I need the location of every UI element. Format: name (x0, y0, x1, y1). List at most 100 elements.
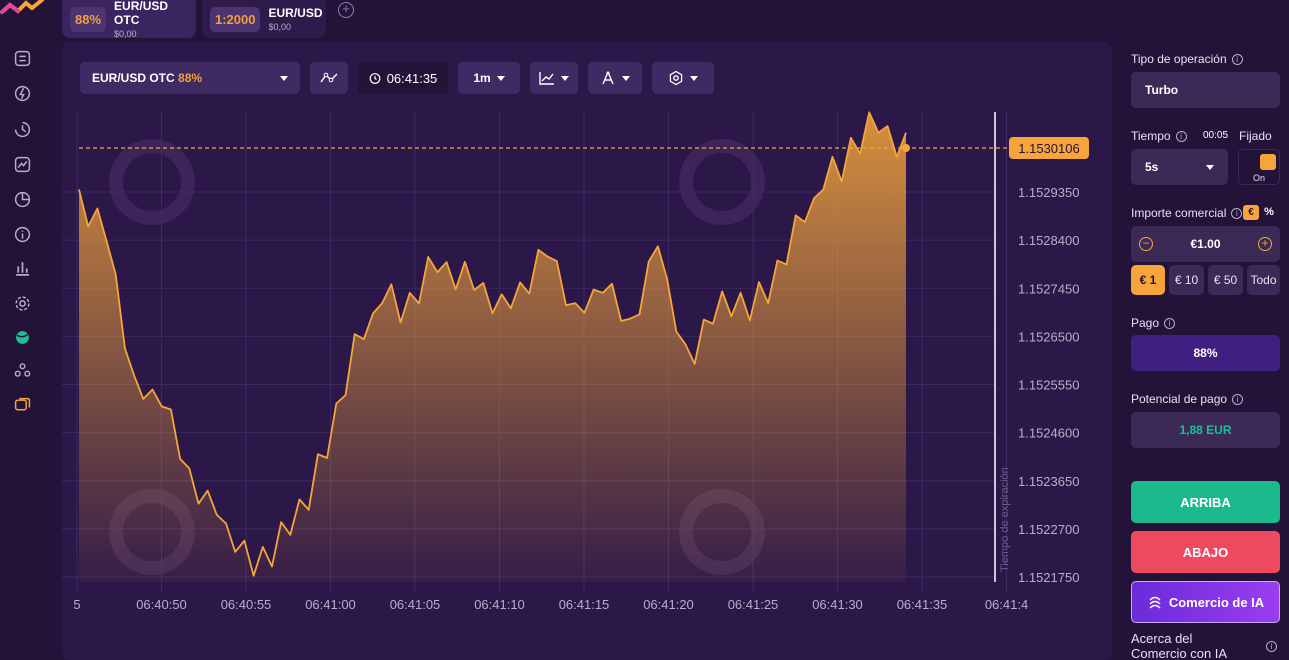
chart-panel: 1.1530106 Tiempo de expiración 1.1529350… (62, 42, 1112, 660)
potential-value: 1,88 EUR (1179, 423, 1232, 437)
potential-value-box: 1,88 EUR (1131, 412, 1280, 448)
tab-leverage-badge: 1:2000 (210, 6, 261, 32)
indicators-button[interactable] (310, 62, 348, 94)
operation-type-select[interactable]: Turbo (1131, 72, 1280, 108)
x-tick-label: 06:41:25 (728, 597, 779, 612)
plus-icon[interactable]: + (1258, 237, 1272, 251)
tab-eur-usd[interactable]: 1:2000 EUR/USD $0,00 (202, 0, 326, 38)
gear-icon (669, 70, 683, 86)
add-tab-button[interactable]: + (338, 2, 354, 18)
globe-icon[interactable] (12, 327, 32, 347)
price-chart[interactable]: 1.1530106 Tiempo de expiración 1.1529350… (62, 42, 1112, 660)
operation-type-value: Turbo (1145, 83, 1179, 97)
pie-chart-icon[interactable] (12, 189, 32, 209)
payout-value: 88% (1193, 346, 1218, 360)
info-icon[interactable]: i (1231, 207, 1243, 219)
chevron-down-icon (690, 75, 698, 81)
trade-panel: Tipo de operación i Turbo Tiempo i 00:05… (1121, 0, 1289, 660)
info-icon[interactable]: i (1164, 317, 1176, 329)
amount-option-10[interactable]: € 10 (1169, 265, 1204, 295)
history-icon[interactable] (12, 119, 32, 139)
ai-about-link[interactable]: Acerca del Comercio con IA (1131, 631, 1228, 660)
server-time-value: 06:41:35 (386, 70, 438, 86)
currency-mode-button[interactable]: € (1243, 205, 1259, 220)
analytics-icon[interactable] (12, 154, 32, 174)
payout-value-box: 88% (1131, 335, 1280, 371)
logo-icon (0, 0, 44, 14)
current-price-label: 1.1530106 (1018, 141, 1079, 156)
chevron-down-icon (561, 75, 569, 81)
operation-type-label: Tipo de operación (1131, 52, 1227, 66)
line-chart-icon (539, 72, 554, 85)
tab-asset-name: EUR/USD (268, 6, 323, 20)
y-tick-label: 1.1524600 (1018, 426, 1079, 441)
community-icon[interactable] (12, 360, 32, 380)
amount-option-1[interactable]: € 1 (1131, 265, 1165, 295)
watermark-logo (109, 139, 195, 225)
x-tick-label: 5 (73, 597, 80, 612)
chevron-down-icon (1206, 164, 1214, 170)
dashboard-icon[interactable] (12, 48, 32, 68)
chat-icon[interactable] (12, 395, 32, 415)
timeframe-value: 1m (473, 71, 491, 85)
payout-label: Pago (1131, 316, 1160, 330)
asset-name: EUR/USD OTC (92, 71, 175, 85)
y-tick-label: 1.1523650 (1018, 474, 1079, 489)
current-price-dot (902, 144, 910, 152)
drawing-tools-selector[interactable] (588, 62, 642, 94)
asset-payout: 88% (178, 71, 203, 85)
up-button[interactable]: ARRIBA (1131, 481, 1280, 523)
asset-selector[interactable]: EUR/USD OTC 88% (80, 62, 300, 94)
info-icon[interactable]: i (1232, 393, 1244, 405)
tab-eur-usd-otc[interactable]: 88% EUR/USD OTC $0,00 (62, 0, 196, 39)
info-icon[interactable] (12, 224, 32, 244)
time-select[interactable]: 5s (1131, 149, 1228, 185)
operation-type-label-row: Tipo de operación i (1131, 52, 1243, 66)
x-tick-label: 06:41:00 (305, 597, 356, 612)
x-tick-label: 06:41:35 (897, 597, 948, 612)
timer-icon (369, 73, 381, 84)
lightning-icon[interactable] (12, 83, 32, 103)
chart-type-selector[interactable] (530, 62, 578, 94)
ai-trade-button[interactable]: Comercio de IA (1131, 581, 1280, 623)
bar-chart-icon[interactable] (12, 258, 32, 278)
x-tick-label: 06:41:15 (559, 597, 610, 612)
time-countdown: 00:05 (1203, 130, 1229, 141)
x-tick-label: 06:40:55 (221, 597, 272, 612)
tab-asset-amount: $0,00 (114, 29, 137, 39)
settings-icon[interactable] (12, 293, 32, 313)
x-tick-label: 06:41:10 (474, 597, 525, 612)
chevron-down-icon (622, 75, 630, 81)
y-tick-label: 1.1521750 (1018, 570, 1079, 585)
expiry-label: Tiempo de expiración (999, 467, 1011, 572)
price-line (78, 111, 907, 577)
tab-payout-badge: 88% (70, 6, 107, 32)
percent-mode-button[interactable]: % (1264, 206, 1274, 218)
potential-label: Potencial de pago (1131, 392, 1228, 406)
fixed-label: Fijado (1239, 129, 1272, 143)
x-tick-label: 06:41:20 (643, 597, 694, 612)
info-icon[interactable]: i (1266, 641, 1277, 652)
x-tick-label: 06:41:30 (812, 597, 863, 612)
ai-icon (1149, 596, 1161, 609)
chart-toolbar: EUR/USD OTC 88% 06:41:35 1m (80, 62, 714, 94)
info-icon[interactable]: i (1175, 130, 1187, 142)
toggle-knob (1260, 154, 1276, 170)
down-button[interactable]: ABAJO (1131, 531, 1280, 573)
amount-value: €1.00 (1190, 237, 1221, 251)
minus-icon[interactable]: − (1139, 237, 1153, 251)
server-time: 06:41:35 (358, 62, 448, 94)
toggle-state: On (1253, 173, 1266, 183)
tab-asset-amount: $0,00 (268, 22, 292, 32)
x-tick-label: 06:41:05 (390, 597, 441, 612)
fixed-time-toggle[interactable]: On (1238, 149, 1280, 185)
chart-settings-selector[interactable] (652, 62, 714, 94)
amount-option-50[interactable]: € 50 (1208, 265, 1243, 295)
time-label: Tiempo (1131, 129, 1171, 143)
time-value: 5s (1145, 160, 1159, 174)
amount-input[interactable]: − €1.00 + (1131, 226, 1280, 262)
info-icon[interactable]: i (1231, 53, 1243, 65)
potential-label-row: Potencial de pago i (1131, 392, 1244, 406)
timeframe-selector[interactable]: 1m (458, 62, 520, 94)
amount-option-all[interactable]: Todo (1247, 265, 1280, 295)
